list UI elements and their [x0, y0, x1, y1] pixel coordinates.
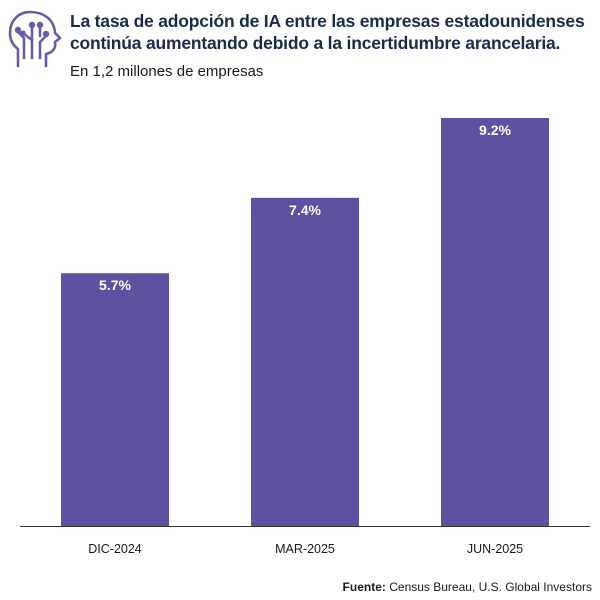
source-label: Fuente: — [342, 580, 386, 594]
source-note: Fuente: Census Bureau, U.S. Global Inves… — [343, 580, 592, 594]
data-label-dic-2024: 5.7% — [99, 277, 131, 293]
data-label-jun-2025: 9.2% — [479, 122, 511, 138]
chart-subtitle: En 1,2 millones de empresas — [70, 63, 264, 80]
chart-title: La tasa de adopción de IA entre las empr… — [70, 11, 585, 53]
x-tick-label-mar-2025: MAR-2025 — [275, 542, 335, 556]
source-text: Census Bureau, U.S. Global Investors — [385, 580, 592, 594]
bar-dic-2024 — [61, 273, 169, 526]
data-label-mar-2025: 7.4% — [289, 202, 321, 218]
x-tick-label-dic-2024: DIC-2024 — [88, 542, 142, 556]
tick-labels-group: DIC-2024 MAR-2025 JUN-2025 — [88, 542, 523, 556]
x-tick-label-jun-2025: JUN-2025 — [467, 542, 523, 556]
bars-group: 5.7% 7.4% 9.2% — [61, 118, 549, 526]
ai-head-circuit-icon — [8, 10, 62, 68]
bar-jun-2025 — [441, 118, 549, 526]
chart-header: La tasa de adopción de IA entre las empr… — [0, 0, 600, 90]
bar-mar-2025 — [251, 197, 359, 526]
